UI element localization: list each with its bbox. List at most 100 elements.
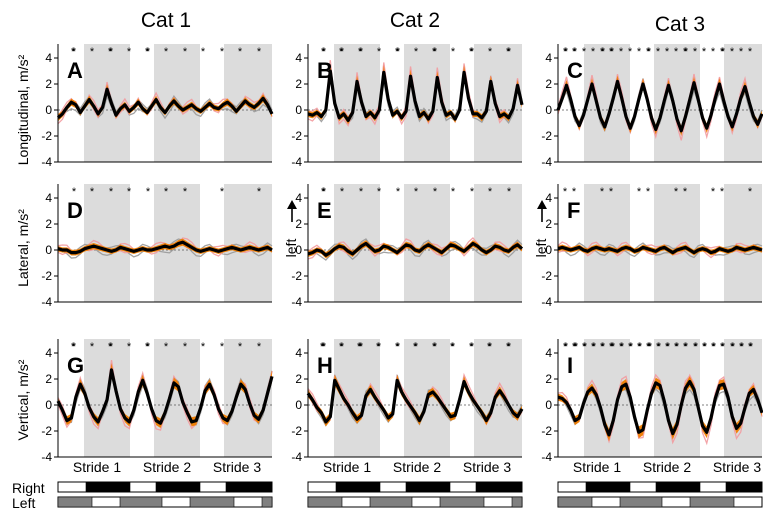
significance-star: * bbox=[358, 46, 363, 58]
significance-star: * bbox=[414, 46, 419, 58]
significance-star: * bbox=[90, 341, 95, 353]
panel-a: -4-2024 * * * * * ** * * * ** * *A bbox=[41, 44, 272, 169]
y-tick-label: 0 bbox=[295, 243, 302, 257]
significance-star: * bbox=[357, 341, 362, 353]
significance-star: * bbox=[396, 186, 401, 198]
limb-phase-bars bbox=[58, 482, 762, 507]
limb-stance-segment bbox=[726, 482, 762, 492]
significance-star: * bbox=[72, 186, 77, 198]
panel-letter: A bbox=[67, 58, 83, 83]
significance-star: * bbox=[601, 46, 606, 58]
limb-label-right: Right bbox=[12, 480, 45, 496]
significance-star: * bbox=[413, 341, 418, 353]
y-tick-label: 0 bbox=[45, 398, 52, 412]
significance-star: * bbox=[711, 46, 716, 58]
significance-star: * bbox=[164, 186, 169, 198]
panel-letter: F bbox=[567, 198, 580, 223]
limb-stance-segment bbox=[406, 482, 450, 492]
limb-stance-segment bbox=[120, 497, 162, 507]
significance-star: * bbox=[611, 341, 616, 353]
significance-star: * bbox=[674, 46, 679, 58]
significance-star: * bbox=[591, 46, 596, 58]
significance-star: * bbox=[257, 186, 262, 198]
stance-shading bbox=[154, 339, 200, 457]
significance-star: * bbox=[108, 46, 113, 58]
significance-star: * bbox=[703, 341, 708, 353]
significance-star: * bbox=[450, 341, 455, 353]
y-tick-label: -2 bbox=[541, 269, 552, 283]
y-tick-label: -2 bbox=[41, 269, 52, 283]
panel-letter: D bbox=[67, 198, 83, 223]
y-tick-label: 4 bbox=[545, 191, 552, 205]
limb-stance-segment bbox=[512, 497, 522, 507]
significance-star: * bbox=[432, 341, 437, 353]
significance-star: * bbox=[339, 46, 344, 58]
y-tick-label: 2 bbox=[295, 77, 302, 91]
significance-star: * bbox=[127, 341, 132, 353]
significance-star: * bbox=[201, 341, 206, 353]
stride-labels-cat-3: Stride 1 Stride 2 Stride 3 bbox=[573, 459, 761, 475]
significance-star: * bbox=[359, 186, 364, 198]
significance-star: * bbox=[564, 46, 569, 58]
stride-label: Stride 2 bbox=[643, 459, 691, 475]
row-ylabel-lateral: Lateral, m/s² bbox=[15, 209, 31, 287]
limb-stance-segment bbox=[336, 482, 380, 492]
limb-stance-segment bbox=[190, 497, 234, 507]
significance-star: * bbox=[145, 46, 150, 58]
stance-shading bbox=[474, 339, 522, 457]
significance-star: * bbox=[684, 341, 689, 353]
significance-star: * bbox=[183, 341, 188, 353]
panel-letter: G bbox=[67, 353, 84, 378]
significance-star: * bbox=[572, 186, 577, 198]
y-tick-label: 2 bbox=[295, 372, 302, 386]
y-tick-label: 2 bbox=[45, 372, 52, 386]
significance-star: * bbox=[740, 341, 745, 353]
stance-shading bbox=[334, 44, 380, 162]
stance-shading bbox=[584, 339, 630, 457]
limb-stance-segment bbox=[558, 497, 592, 507]
significance-star: * bbox=[574, 341, 579, 353]
stride-label: Stride 3 bbox=[713, 459, 761, 475]
panel-g: -4-2024 * * * * * ** * * * ** * *G bbox=[41, 339, 272, 464]
limb-stance-segment bbox=[656, 482, 700, 492]
significance-star: * bbox=[414, 186, 419, 198]
significance-star: * bbox=[506, 46, 511, 58]
stride-label: Stride 2 bbox=[143, 459, 191, 475]
significance-star: * bbox=[609, 186, 614, 198]
significance-star: * bbox=[220, 46, 225, 58]
significance-star: * bbox=[377, 46, 382, 58]
limb-stance-segment bbox=[262, 497, 272, 507]
significance-star: * bbox=[451, 186, 456, 198]
significance-star: * bbox=[487, 341, 492, 353]
y-tick-label: -4 bbox=[41, 295, 52, 309]
significance-star: * bbox=[637, 186, 642, 198]
significance-star: * bbox=[739, 46, 744, 58]
significance-star: * bbox=[592, 341, 597, 353]
y-tick-label: 4 bbox=[545, 346, 552, 360]
significance-star: * bbox=[721, 46, 726, 58]
significance-star: * bbox=[628, 46, 633, 58]
panel-letter: I bbox=[567, 353, 573, 378]
significance-star: * bbox=[71, 341, 76, 353]
significance-star: * bbox=[451, 46, 456, 58]
limb-stance-segment bbox=[308, 497, 342, 507]
y-tick-label: -2 bbox=[41, 424, 52, 438]
significance-star: * bbox=[257, 46, 262, 58]
limb-stance-segment bbox=[440, 497, 484, 507]
panel-b: -4-2024 * * * * * ** * * * ** * * * * **B bbox=[291, 44, 522, 169]
significance-star: * bbox=[432, 46, 437, 58]
limb-stance-segment bbox=[690, 497, 734, 507]
y-tick-label: -2 bbox=[41, 129, 52, 143]
column-title-cat-2: Cat 2 bbox=[390, 9, 440, 32]
stride-label: Stride 3 bbox=[213, 459, 261, 475]
column-title-cat-1: Cat 1 bbox=[141, 9, 191, 32]
significance-star: * bbox=[146, 186, 151, 198]
panel-letter: C bbox=[567, 58, 583, 83]
significance-star: * bbox=[127, 46, 132, 58]
y-tick-label: -2 bbox=[291, 269, 302, 283]
limb-stance-segment bbox=[620, 497, 662, 507]
limb-stance-segment bbox=[156, 482, 200, 492]
y-tick-label: 2 bbox=[545, 217, 552, 231]
